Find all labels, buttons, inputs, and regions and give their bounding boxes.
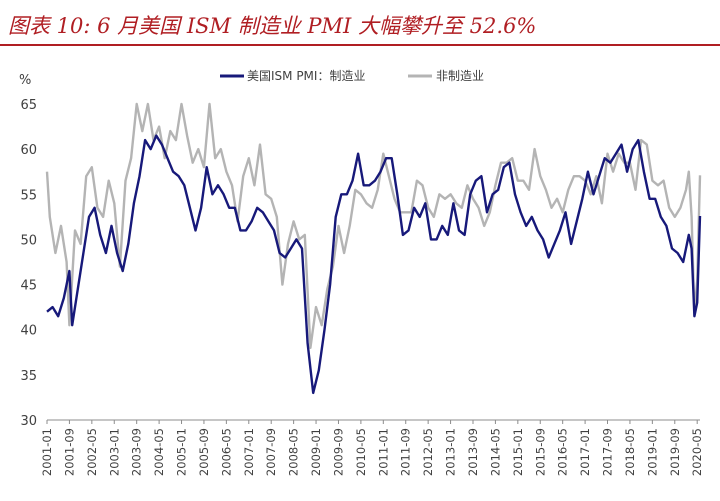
y-tick-label: 50 [20, 233, 37, 248]
x-tick-label: 2018-05 [623, 428, 637, 476]
x-tick-label: 2020-05 [690, 428, 704, 476]
x-tick-label: 2014-05 [488, 428, 502, 476]
y-tick-label: 60 [20, 143, 37, 158]
x-tick-label: 2007-09 [264, 428, 278, 476]
x-tick-label: 2001-09 [62, 428, 76, 476]
title-underline [0, 44, 720, 46]
x-tick-label: 2005-09 [197, 428, 211, 476]
x-tick-label: 2006-05 [219, 428, 233, 476]
x-tick-label: 2016-05 [556, 428, 570, 476]
x-tick-label: 2013-09 [466, 428, 480, 476]
x-tick-label: 2008-05 [287, 428, 301, 476]
y-tick-label: 40 [20, 324, 37, 339]
x-tick-label: 2017-09 [601, 428, 615, 476]
x-tick-label: 2019-09 [668, 428, 682, 476]
x-tick-label: 2010-05 [354, 428, 368, 476]
x-tick-label: 2009-09 [331, 428, 345, 476]
x-tick-label: 2011-01 [376, 428, 390, 476]
y-tick-label: 35 [20, 369, 37, 384]
chart-title: 图表 10: 6 月美国 ISM 制造业 PMI 大幅攀升至 52.6% [8, 14, 537, 38]
legend-label-non-manufacturing: 非制造业 [436, 69, 484, 83]
y-axis-unit-label: % [19, 73, 31, 88]
legend-label-manufacturing: 美国ISM PMI：制造业 [247, 69, 365, 83]
x-tick-label: 2017-01 [578, 428, 592, 476]
x-tick-label: 2003-09 [130, 428, 144, 476]
x-tick-label: 2013-01 [444, 428, 458, 476]
x-tick-label: 2015-01 [511, 428, 525, 476]
x-tick-label: 2001-01 [40, 428, 54, 476]
x-tick-label: 2003-01 [107, 428, 121, 476]
x-tick-label: 2007-01 [242, 428, 256, 476]
x-tick-label: 2019-01 [645, 428, 659, 476]
x-tick-label: 2011-09 [399, 428, 413, 476]
x-tick-label: 2009-01 [309, 428, 323, 476]
y-tick-label: 55 [20, 188, 37, 203]
y-tick-label: 65 [20, 98, 37, 113]
y-tick-label: 45 [20, 279, 37, 294]
y-tick-label: 30 [20, 414, 37, 429]
x-tick-label: 2005-01 [175, 428, 189, 476]
x-tick-label: 2015-09 [533, 428, 547, 476]
x-tick-label: 2004-05 [152, 428, 166, 476]
x-tick-label: 2002-05 [85, 428, 99, 476]
series-line-manufacturing [46, 134, 702, 395]
x-tick-label: 2012-05 [421, 428, 435, 476]
